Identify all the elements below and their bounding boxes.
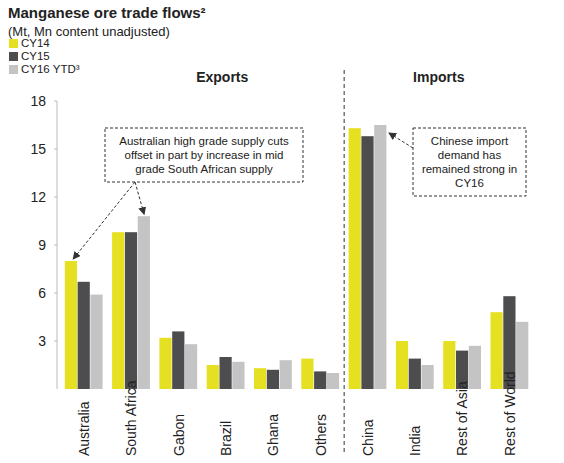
y-tick	[54, 245, 57, 246]
y-tick	[54, 101, 57, 102]
y-tick-label: 3	[38, 333, 46, 349]
section-label: Exports	[196, 69, 248, 85]
y-tick-label: 15	[30, 141, 46, 157]
y-tick-label: 18	[30, 93, 46, 109]
annotation-arrow	[389, 133, 413, 148]
legend-swatch	[9, 52, 18, 61]
bars	[65, 125, 529, 389]
annotation-text: Australian high grade supply cutsoffset …	[119, 135, 289, 175]
bar	[90, 295, 102, 389]
bar	[112, 232, 124, 389]
x-tick-label: Rest of World	[502, 371, 518, 456]
bar	[125, 232, 137, 389]
annotation-arrow	[135, 182, 144, 214]
y-tick	[54, 293, 57, 294]
bar	[172, 331, 184, 389]
bar	[301, 359, 313, 389]
y-tick	[54, 197, 57, 198]
title: Manganese ore trade flows²	[8, 4, 206, 21]
bar	[349, 128, 361, 389]
bar	[267, 370, 279, 389]
bar	[469, 346, 481, 389]
bar	[516, 322, 528, 389]
x-tick-label: Gabon	[171, 414, 187, 456]
bar	[207, 365, 219, 389]
x-tick-label: South Africa	[123, 380, 139, 456]
bar	[409, 359, 421, 389]
x-tick-label: Others	[313, 414, 329, 456]
bar	[220, 357, 232, 389]
bar	[361, 136, 373, 389]
annotation-arrow	[73, 182, 135, 259]
annotation-box	[413, 128, 526, 196]
bar	[232, 362, 244, 389]
bar	[138, 216, 150, 389]
y-tick-label: 9	[38, 237, 46, 253]
legend-label: CY15	[21, 50, 50, 62]
x-tick-label: Ghana	[265, 414, 281, 456]
legend: CY14CY15CY16 YTD³	[9, 37, 80, 75]
bar	[254, 368, 266, 389]
bar	[185, 344, 197, 389]
x-tick-label: India	[407, 425, 423, 456]
annotation-text: Chinese importdemand hasremained strong …	[422, 135, 517, 189]
annotation: Chinese importdemand hasremained strong …	[413, 128, 526, 196]
legend-swatch	[9, 39, 18, 48]
y-tick	[54, 149, 57, 150]
x-tick-label: Australia	[76, 401, 92, 456]
bar	[159, 338, 171, 389]
divider	[344, 70, 345, 455]
x-tick-label: Brazil	[218, 421, 234, 456]
y-tick	[54, 341, 57, 342]
annotation-box	[105, 128, 303, 182]
x-tick-label: China	[360, 419, 376, 456]
y-tick-label: 6	[38, 285, 46, 301]
bar	[280, 360, 292, 389]
bar	[374, 125, 386, 389]
y-tick-label: 12	[30, 189, 46, 205]
legend-label: CY16 YTD³	[21, 63, 80, 75]
bar	[422, 365, 434, 389]
chart: Manganese ore trade flows²(Mt, Mn conten…	[0, 0, 564, 463]
bar	[396, 341, 408, 389]
annotation: Australian high grade supply cutsoffset …	[105, 128, 303, 182]
bar	[78, 282, 90, 389]
bar	[327, 373, 339, 389]
legend-swatch	[9, 65, 18, 74]
bar	[314, 371, 326, 389]
section-label: Imports	[413, 69, 465, 85]
legend-label: CY14	[21, 37, 50, 49]
bar	[65, 261, 77, 389]
x-tick-label: Rest of Asia	[454, 381, 470, 456]
